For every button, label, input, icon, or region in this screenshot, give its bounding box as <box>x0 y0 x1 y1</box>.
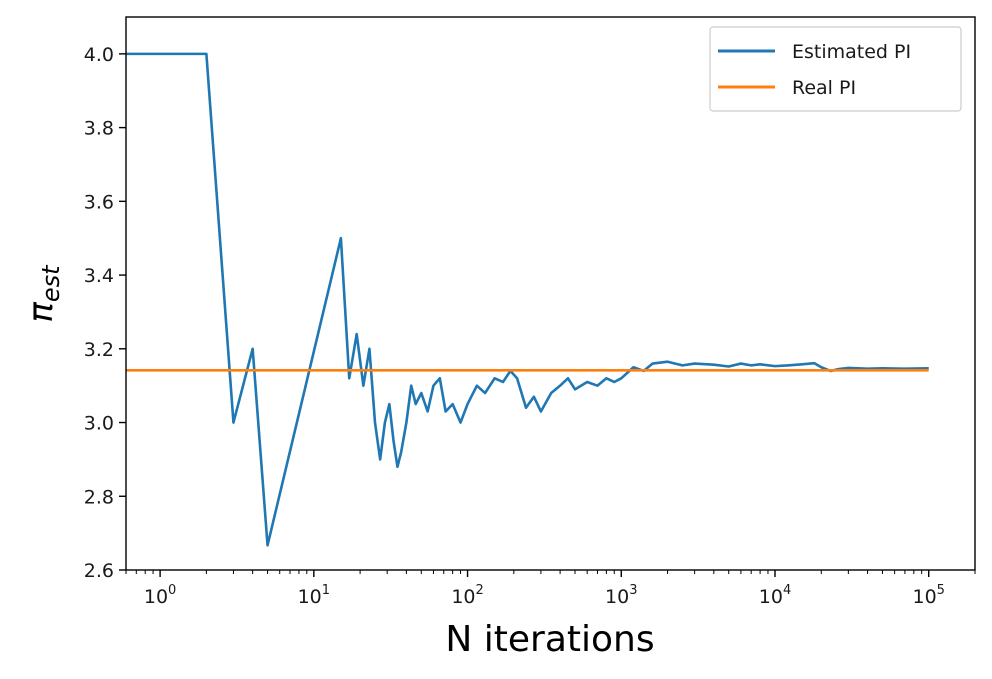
x-tick-label: 105 <box>912 583 944 608</box>
legend-label-estimated: Estimated PI <box>792 41 911 63</box>
y-tick-label: 3.8 <box>84 118 114 140</box>
y-tick-label: 3.2 <box>84 339 114 361</box>
x-tick-label: 104 <box>759 583 791 608</box>
y-axis: 2.6 2.8 3.0 3.2 3.4 3.6 3.8 4.0 <box>84 44 126 582</box>
y-axis-title-symbol: π <box>21 302 61 323</box>
legend: Estimated PI Real PI <box>709 26 962 112</box>
x-tick-label: 101 <box>298 583 330 608</box>
x-tick-label: 100 <box>144 583 176 608</box>
series-line-estimated-pi <box>126 52 929 547</box>
legend-box <box>709 26 962 112</box>
y-tick-label: 2.6 <box>84 560 114 582</box>
y-tick-label: 3.4 <box>84 265 114 287</box>
legend-label-real: Real PI <box>792 77 856 99</box>
x-tick-label: 102 <box>451 583 483 608</box>
x-axis-title: N iterations <box>445 619 654 660</box>
x-axis: 100 101 102 103 104 105 <box>125 570 976 608</box>
y-tick-label: 4.0 <box>84 44 114 66</box>
y-axis-title: πest <box>21 264 65 323</box>
y-tick-label: 2.8 <box>84 486 114 508</box>
y-tick-label: 3.0 <box>84 413 114 435</box>
x-tick-label: 103 <box>605 583 637 608</box>
plot-frame <box>125 16 976 571</box>
y-axis-title-subscript: est <box>37 264 65 302</box>
series-layer <box>126 52 929 547</box>
y-tick-label: 3.6 <box>84 191 114 213</box>
